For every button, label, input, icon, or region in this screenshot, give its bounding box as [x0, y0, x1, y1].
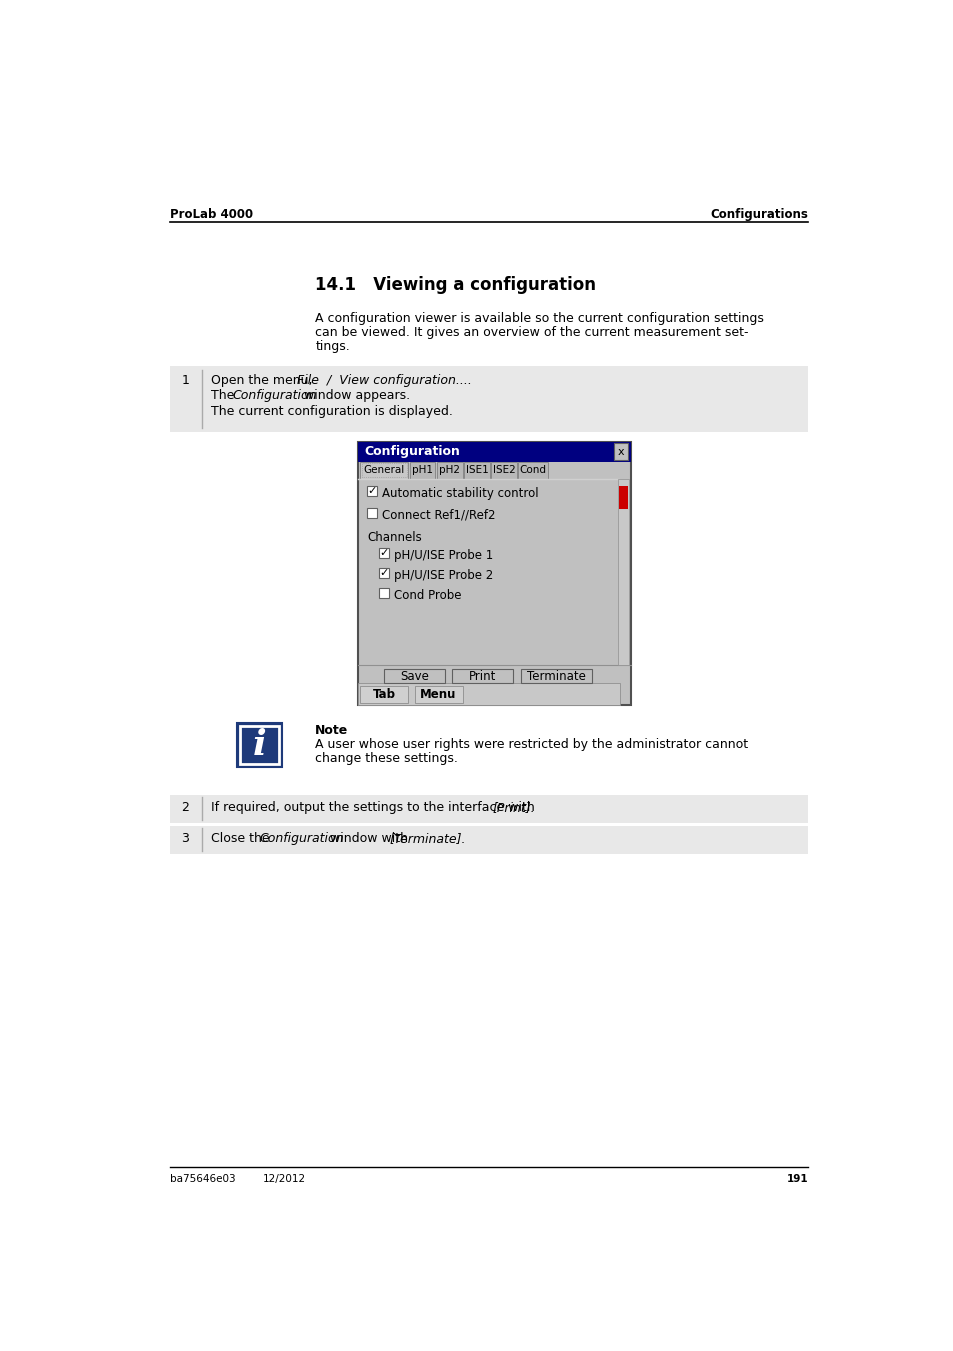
FancyBboxPatch shape	[357, 442, 630, 462]
FancyBboxPatch shape	[464, 462, 489, 478]
FancyBboxPatch shape	[378, 549, 389, 558]
Text: Save: Save	[399, 670, 429, 682]
FancyBboxPatch shape	[236, 723, 282, 767]
FancyBboxPatch shape	[367, 508, 377, 517]
Text: pH1: pH1	[412, 465, 433, 476]
Text: Configuration: Configuration	[259, 832, 344, 844]
Text: 2: 2	[181, 801, 189, 815]
FancyBboxPatch shape	[367, 486, 377, 496]
Text: 3: 3	[181, 832, 189, 844]
Text: General: General	[363, 465, 404, 476]
Text: tings.: tings.	[315, 340, 350, 353]
Text: can be viewed. It gives an overview of the current measurement set-: can be viewed. It gives an overview of t…	[315, 326, 748, 339]
Text: File  /  View configuration....: File / View configuration....	[296, 374, 471, 386]
FancyBboxPatch shape	[517, 462, 547, 478]
Text: Close the: Close the	[212, 832, 274, 844]
FancyBboxPatch shape	[360, 462, 408, 478]
Text: A configuration viewer is available so the current configuration settings: A configuration viewer is available so t…	[315, 312, 763, 326]
Text: pH/U/ISE Probe 2: pH/U/ISE Probe 2	[394, 569, 493, 582]
FancyBboxPatch shape	[410, 462, 435, 478]
FancyBboxPatch shape	[170, 825, 807, 854]
Text: Tab: Tab	[373, 688, 395, 701]
Text: ISE1: ISE1	[465, 465, 488, 476]
FancyBboxPatch shape	[491, 462, 517, 478]
Text: window with: window with	[326, 832, 412, 844]
FancyBboxPatch shape	[618, 486, 628, 509]
Text: 191: 191	[786, 1174, 807, 1183]
Text: A user whose user rights were restricted by the administrator cannot: A user whose user rights were restricted…	[315, 738, 748, 751]
Text: x: x	[618, 447, 624, 457]
Text: ✓: ✓	[379, 549, 388, 558]
Text: ISE2: ISE2	[492, 465, 515, 476]
Text: ba75646e03: ba75646e03	[170, 1174, 235, 1183]
FancyBboxPatch shape	[360, 686, 408, 703]
Text: pH2: pH2	[438, 465, 459, 476]
FancyBboxPatch shape	[378, 567, 389, 578]
Text: 12/2012: 12/2012	[262, 1174, 305, 1183]
FancyBboxPatch shape	[452, 669, 513, 684]
FancyBboxPatch shape	[170, 366, 807, 431]
Text: 1: 1	[181, 374, 189, 386]
FancyBboxPatch shape	[415, 686, 462, 703]
Text: The: The	[212, 389, 238, 403]
Text: [Terminate].: [Terminate].	[390, 832, 466, 844]
Text: [Print].: [Print].	[492, 801, 534, 815]
Text: Open the menu,: Open the menu,	[212, 374, 316, 386]
FancyBboxPatch shape	[614, 443, 628, 461]
FancyBboxPatch shape	[520, 669, 592, 684]
Text: Menu: Menu	[420, 688, 456, 701]
Text: ProLab 4000: ProLab 4000	[170, 208, 253, 222]
Text: Terminate: Terminate	[526, 670, 585, 682]
Text: Channels: Channels	[367, 531, 421, 544]
Text: 14.1   Viewing a configuration: 14.1 Viewing a configuration	[315, 276, 596, 295]
Text: change these settings.: change these settings.	[315, 753, 457, 765]
Text: ✓: ✓	[367, 486, 376, 496]
Text: Cond: Cond	[519, 465, 546, 476]
FancyBboxPatch shape	[170, 794, 807, 823]
Text: Configurations: Configurations	[710, 208, 807, 222]
Text: pH/U/ISE Probe 1: pH/U/ISE Probe 1	[394, 549, 493, 562]
Text: The current configuration is displayed.: The current configuration is displayed.	[212, 405, 453, 417]
FancyBboxPatch shape	[384, 669, 444, 684]
FancyBboxPatch shape	[618, 478, 629, 665]
Text: Connect Ref1//Ref2: Connect Ref1//Ref2	[381, 508, 495, 521]
Text: i: i	[253, 728, 266, 762]
Text: Cond Probe: Cond Probe	[394, 589, 460, 601]
Text: ✓: ✓	[379, 567, 388, 578]
FancyBboxPatch shape	[357, 442, 630, 705]
Text: Configuration: Configuration	[364, 444, 459, 458]
Text: Note: Note	[315, 724, 348, 738]
Text: window appears.: window appears.	[299, 389, 410, 403]
Text: Automatic stability control: Automatic stability control	[381, 488, 538, 500]
Text: If required, output the settings to the interface with: If required, output the settings to the …	[212, 801, 538, 815]
FancyBboxPatch shape	[357, 684, 619, 705]
Text: Configuration: Configuration	[233, 389, 316, 403]
FancyBboxPatch shape	[378, 588, 389, 598]
FancyBboxPatch shape	[436, 462, 462, 478]
Text: Print: Print	[469, 670, 496, 682]
